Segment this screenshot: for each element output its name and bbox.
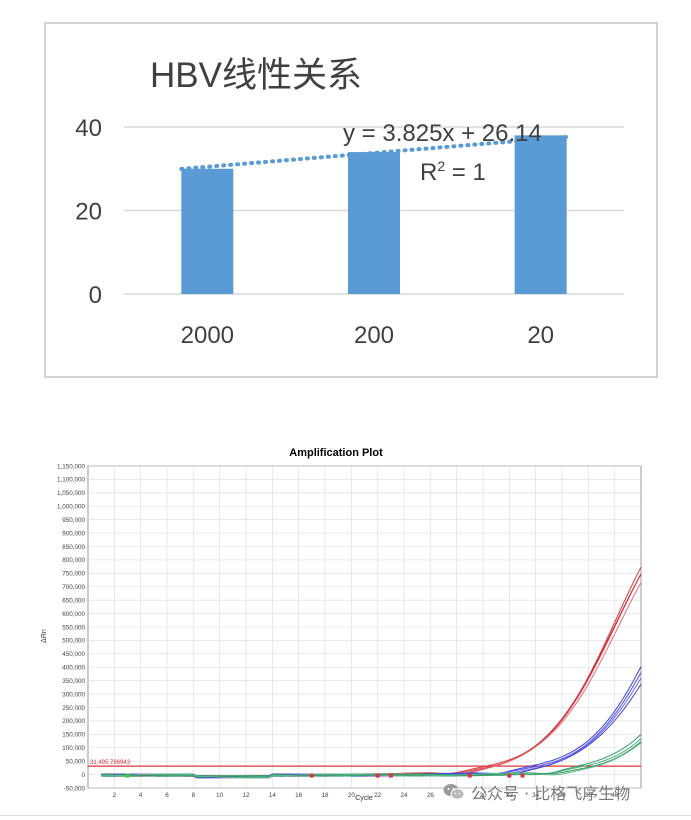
x-tick-label: 14 <box>269 792 277 799</box>
watermark: 公众号 · 比格飞序生物 <box>443 780 630 804</box>
wechat-icon <box>443 783 465 801</box>
y-tick-label: 600,000 <box>62 611 85 618</box>
y-tick-label: 650,000 <box>62 597 85 604</box>
y-tick-label: 800,000 <box>62 557 85 564</box>
y-tick-label: 1,000,000 <box>57 504 86 511</box>
cycle-marker <box>309 773 314 778</box>
x-tick-label: 10 <box>216 792 224 799</box>
chart-title: HBV线性关系 <box>150 56 362 95</box>
y-tick-label: 850,000 <box>62 544 85 551</box>
y-tick-label: 500,000 <box>62 638 85 645</box>
x-tick-label: 4 <box>139 792 143 799</box>
y-tick-label: 350,000 <box>62 678 85 685</box>
hbv-bar-chart-svg: HBV线性关系 0 20 40 2000 200 20 y = 3.825x + 26.… <box>75 56 624 349</box>
x-tick-label: 22 <box>374 792 382 799</box>
y-tick-label: 40 <box>75 115 102 142</box>
bar <box>348 152 400 294</box>
y-tick-label: 20 <box>75 199 102 226</box>
plot-title: Amplification Plot <box>289 447 383 459</box>
x-tick-label: 18 <box>321 792 329 799</box>
x-tick-label: 30 <box>479 792 487 799</box>
x-tick-label: 20 <box>527 322 554 349</box>
x-tick-label: 38 <box>585 792 593 799</box>
y-tick-label: 450,000 <box>62 651 85 658</box>
r2-value: = 1 <box>445 159 486 186</box>
cycle-marker <box>125 773 130 778</box>
x-tick-label: 2 <box>113 792 117 799</box>
cycle-marker <box>467 773 472 778</box>
amplification-curve <box>101 742 642 779</box>
x-tick-label: 32 <box>506 792 514 799</box>
x-tick-label: 36 <box>558 792 566 799</box>
x-axis-label: Cycle <box>355 795 373 802</box>
cycle-marker <box>375 773 380 778</box>
y-tick-label: 950,000 <box>62 517 85 524</box>
trendline-equation: y = 3.825x + 26.14 <box>343 120 542 147</box>
x-tick-label: 6 <box>165 792 169 799</box>
y-axis-label: ΔRn <box>41 629 48 643</box>
y-tick-label: 550,000 <box>62 624 85 631</box>
x-tick-label: 12 <box>242 792 250 799</box>
y-tick-label: 400,000 <box>62 665 85 672</box>
bottom-divider <box>0 815 691 816</box>
y-tick-label: 200,000 <box>62 718 85 725</box>
y-tick-label: 100,000 <box>62 745 85 752</box>
bar <box>514 135 567 294</box>
cycle-marker <box>388 773 393 778</box>
hbv-linear-chart: HBV线性关系 0 20 40 2000 200 20 y = 3.825x + 26.… <box>44 22 658 378</box>
x-tick-label: 24 <box>400 792 408 799</box>
cycle-marker <box>520 773 525 778</box>
y-tick-label: 150,000 <box>62 732 85 739</box>
y-tick-label: 700,000 <box>62 584 85 591</box>
threshold-label: 31,495.786943 <box>90 760 131 766</box>
y-tick-label: 50,000 <box>66 758 86 765</box>
y-tick-label: 900,000 <box>62 530 85 537</box>
bar <box>181 168 234 294</box>
cycle-marker <box>507 773 512 778</box>
trendline-r-squared: R2 = 1 <box>420 158 486 186</box>
x-tick-label: 40 <box>611 792 619 799</box>
y-tick-label: 1,050,000 <box>57 490 86 497</box>
amplification-plot-svg: Amplification Plot -50,000 0 50,000 100,000… <box>41 447 642 802</box>
x-tick-label: 34 <box>532 792 540 799</box>
y-tick-label: 300,000 <box>62 691 85 698</box>
x-tick-label: 200 <box>354 322 394 349</box>
x-tick-label: 16 <box>295 792 303 799</box>
y-tick-label: 1,100,000 <box>57 477 86 484</box>
y-tick-label: 1,150,000 <box>57 463 86 470</box>
r2-letter: R <box>420 159 437 186</box>
y-tick-label: 0 <box>81 772 85 779</box>
y-tick-label: 0 <box>89 282 102 309</box>
amplification-plot: Amplification Plot -50,000 0 50,000 100,000… <box>40 440 650 806</box>
y-tick-label: 250,000 <box>62 705 85 712</box>
x-tick-label: 8 <box>192 792 196 799</box>
trendline <box>179 134 569 171</box>
x-tick-label: 20 <box>348 792 356 799</box>
x-tick-label: 2000 <box>181 322 234 349</box>
x-tick-label: 26 <box>427 792 435 799</box>
y-tick-label: -50,000 <box>64 785 86 792</box>
watermark-text: 公众号 · 比格飞序生物 <box>471 784 631 803</box>
r2-superscript: 2 <box>437 158 445 174</box>
y-tick-label: 750,000 <box>62 571 85 578</box>
